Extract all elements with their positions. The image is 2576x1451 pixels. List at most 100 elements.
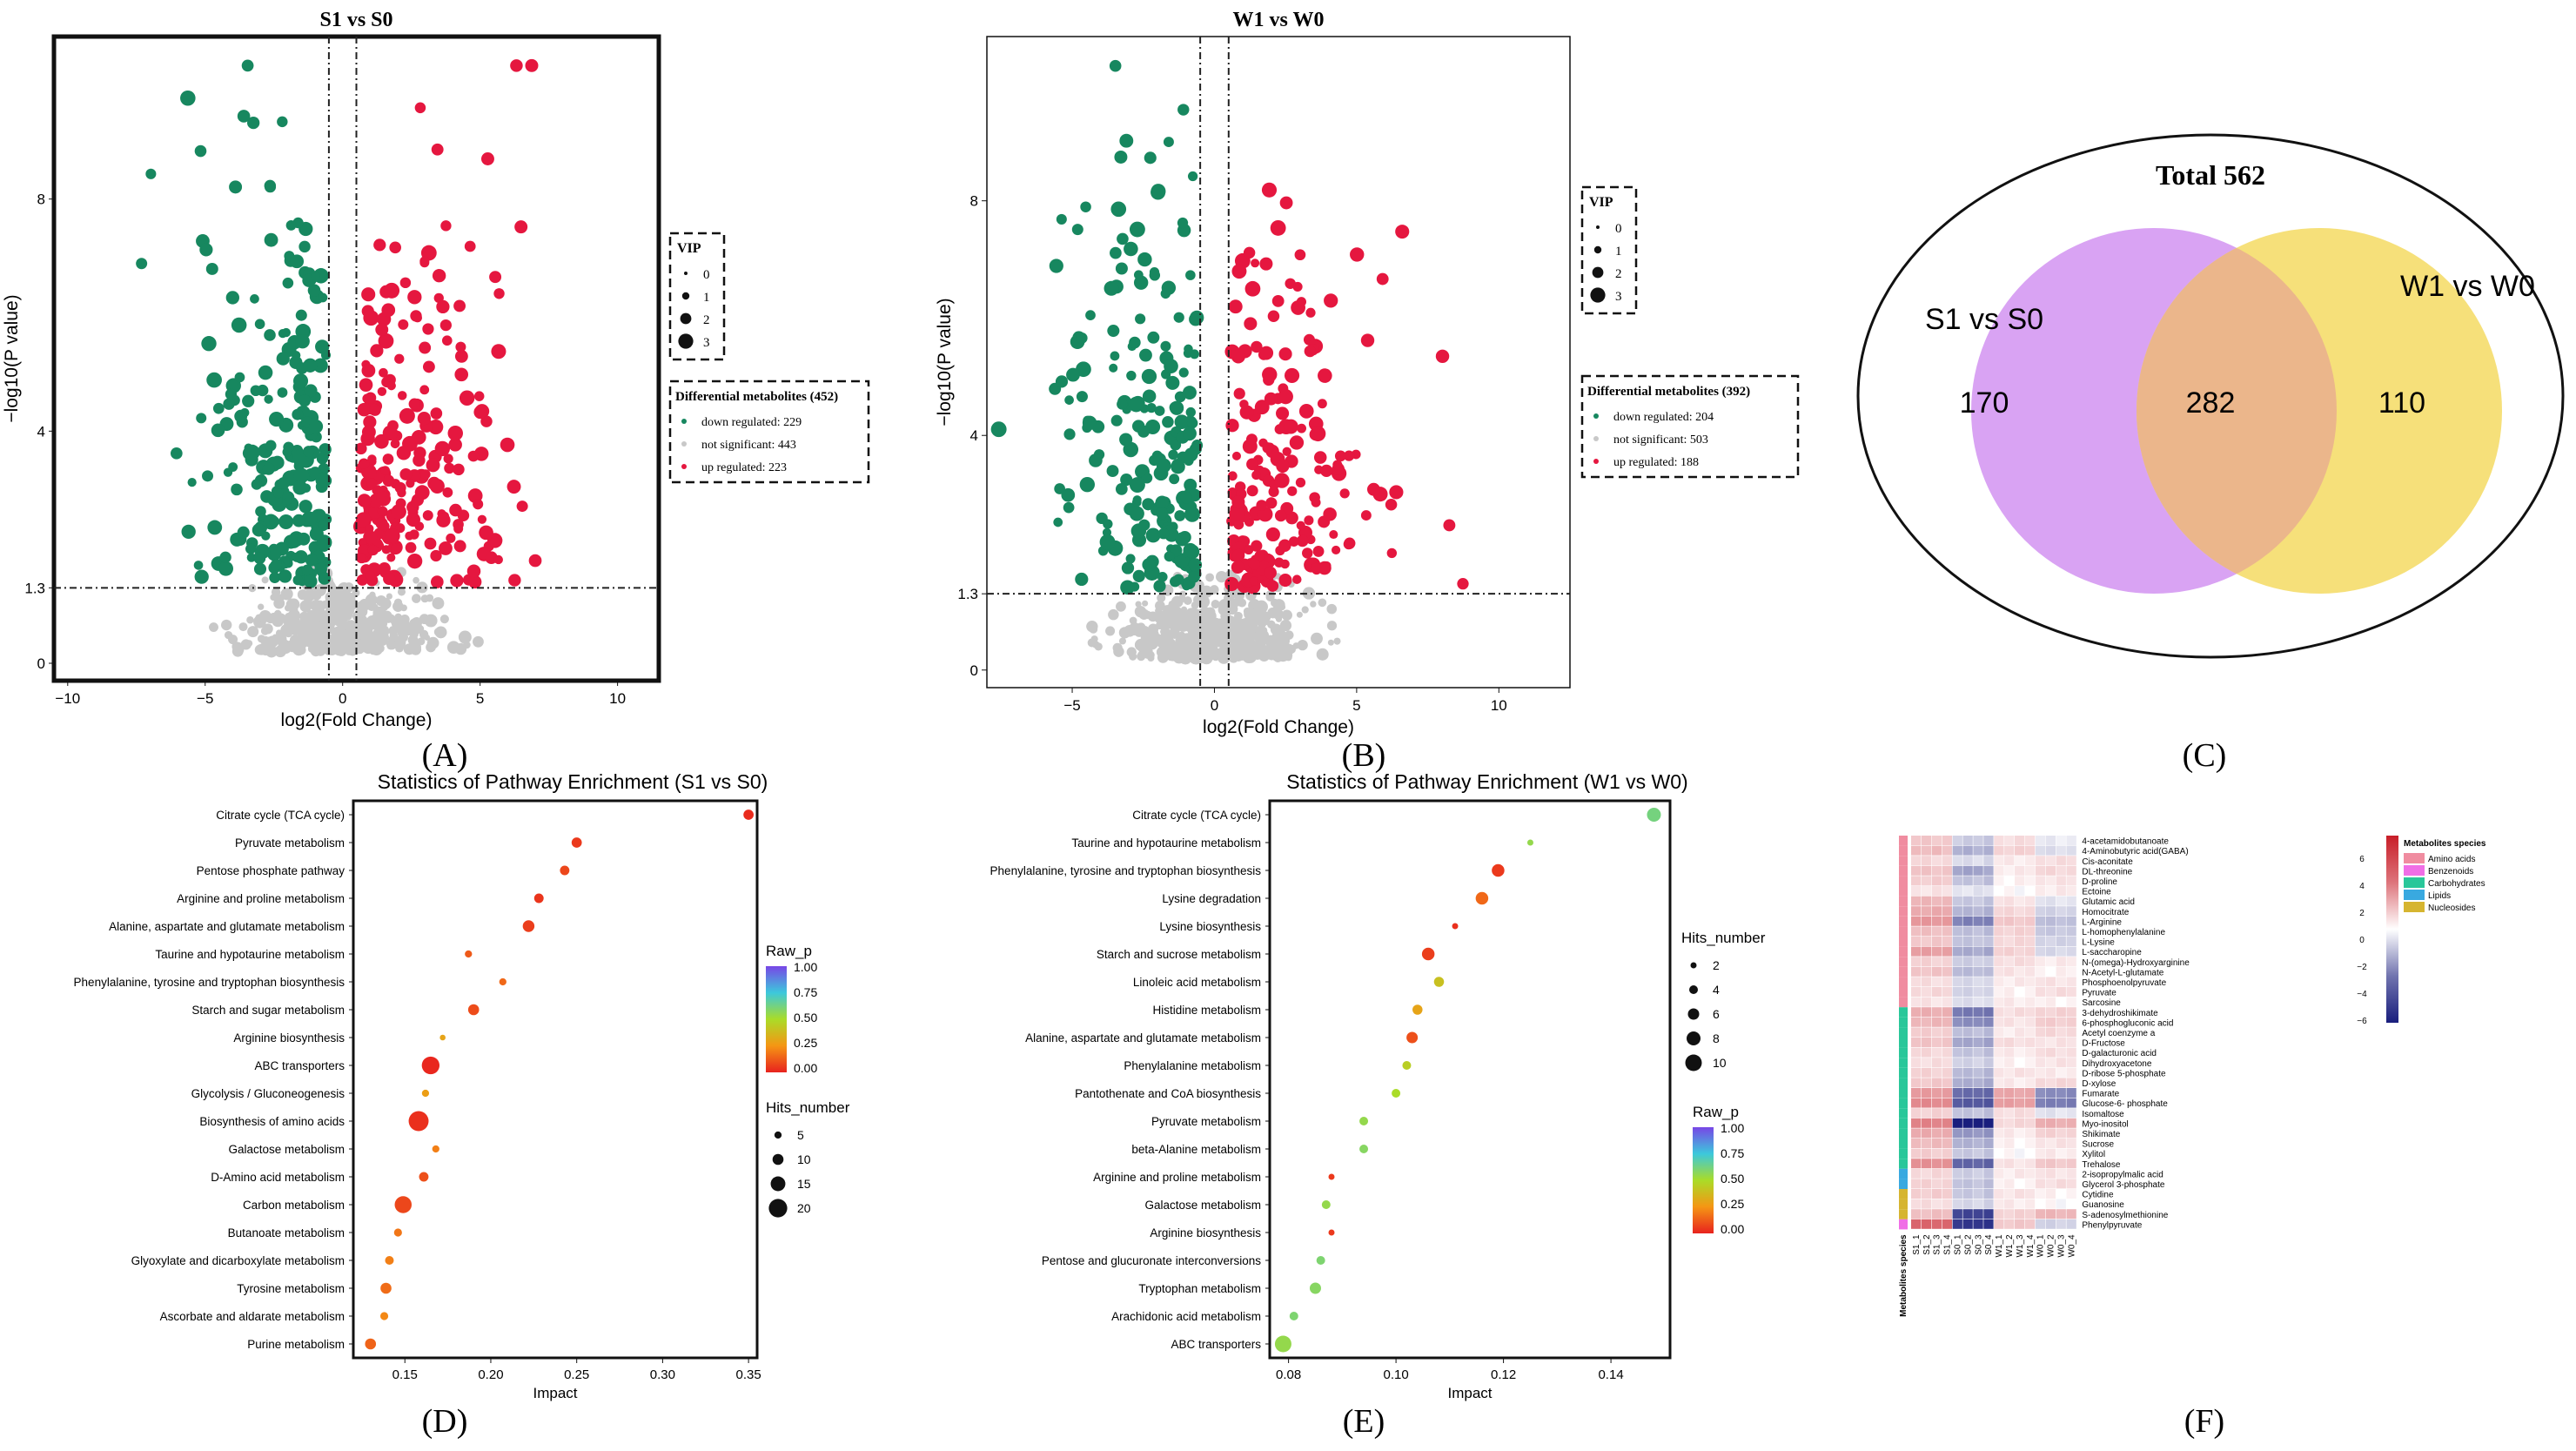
heatmap-cell <box>1994 1007 2004 1018</box>
column-label: W0_3 <box>2057 1234 2067 1258</box>
heatmap-cell <box>1962 1108 1973 1118</box>
point-down-regulated <box>1190 349 1199 359</box>
point-down-regulated <box>318 450 330 461</box>
point-up-regulated <box>1264 392 1278 406</box>
heatmap-cell <box>1952 1017 1962 1027</box>
vip-legend-dot <box>678 333 694 349</box>
heatmap-cell <box>2045 1038 2056 1047</box>
pathway-label: Arachidonic acid metabolism <box>1111 1310 1261 1323</box>
heatmap-cell <box>2035 845 2046 856</box>
column-label: S1_3 <box>1933 1234 1942 1255</box>
species-bar-cell <box>1899 1219 1908 1230</box>
point-up-regulated <box>1251 259 1260 268</box>
point-not-significant <box>1311 632 1323 645</box>
pathway-label: Taurine and hypotaurine metabolism <box>155 948 345 961</box>
heatmap-cell <box>1911 1209 1922 1219</box>
pathway-label: Tyrosine metabolism <box>237 1282 345 1295</box>
point-up-regulated <box>1350 247 1365 262</box>
hits-legend-dot <box>774 1131 782 1139</box>
point-not-significant <box>372 634 381 642</box>
point-up-regulated <box>1278 573 1292 588</box>
heatmap-cell <box>1911 865 1922 876</box>
point-down-regulated <box>1171 458 1184 472</box>
point-up-regulated <box>1254 400 1270 415</box>
heatmap-cell <box>2066 1078 2076 1088</box>
species-legend-swatch <box>2404 890 2425 900</box>
enrichment-title: Statistics of Pathway Enrichment (S1 vs … <box>378 770 768 793</box>
heatmap-cell <box>1942 1118 1952 1128</box>
heatmap-cell <box>2004 946 2015 957</box>
point-not-significant <box>1171 644 1181 655</box>
point-down-regulated <box>301 511 318 527</box>
species-legend-title: Metabolites species <box>2404 839 2486 849</box>
point-not-significant <box>336 646 347 656</box>
heatmap-cell <box>2024 896 2036 906</box>
point-down-regulated <box>145 168 157 179</box>
point-down-regulated <box>250 385 262 397</box>
heatmap-cell <box>2056 1067 2066 1078</box>
heatmap-cell <box>1983 937 1994 946</box>
heatmap-cell <box>1994 1139 2004 1148</box>
species-bar-cell <box>1899 1159 1908 1169</box>
heatmap-cell <box>1952 977 1962 987</box>
point-not-significant <box>1272 599 1285 612</box>
heatmap-cell <box>2066 966 2076 977</box>
heatmap-cell <box>2056 845 2066 856</box>
species-bar-cell <box>1899 1118 1908 1129</box>
heatmap-cell <box>1931 977 1942 987</box>
heatmap-cell <box>2066 876 2076 886</box>
vip-legend-dot <box>1592 266 1604 279</box>
point-down-regulated <box>194 144 207 158</box>
pathway-dot <box>1526 839 1533 846</box>
point-up-regulated <box>1295 477 1306 488</box>
point-down-regulated <box>270 559 283 571</box>
point-down-regulated <box>1126 370 1137 381</box>
species-legend-swatch <box>2404 902 2425 912</box>
heatmap-cell <box>1911 916 1922 926</box>
heatmap-cell <box>1983 966 1994 977</box>
pathway-dot <box>421 1056 440 1075</box>
heatmap-cell <box>1994 1058 2004 1068</box>
point-up-regulated <box>459 390 475 406</box>
point-down-regulated <box>1164 359 1178 374</box>
heatmap-cell <box>1942 1168 1952 1179</box>
heatmap-cell <box>1994 1067 2004 1078</box>
point-down-regulated <box>1129 477 1145 494</box>
point-down-regulated <box>136 258 148 270</box>
species-bar-cell <box>1899 1148 1908 1159</box>
point-not-significant <box>261 576 269 584</box>
heatmap-cell <box>1973 966 1983 977</box>
point-up-regulated <box>450 574 464 588</box>
point-down-regulated <box>1156 458 1171 474</box>
diff-legend-dot <box>1593 413 1599 419</box>
point-up-regulated <box>1329 529 1338 540</box>
point-up-regulated <box>413 453 426 467</box>
heatmap-cell <box>2035 1067 2046 1078</box>
heatmap-cell <box>1931 1007 1942 1018</box>
heatmap-cell <box>1973 1189 1983 1199</box>
point-down-regulated <box>180 90 196 106</box>
heatmap-cell <box>2045 1098 2056 1108</box>
point-down-regulated <box>231 483 243 496</box>
heatmap-cell <box>1911 1159 1922 1169</box>
diff-legend-label: down regulated: 204 <box>1613 411 1714 424</box>
point-up-regulated <box>1264 566 1277 580</box>
point-up-regulated <box>1249 576 1259 586</box>
heatmap-cell <box>1942 1189 1952 1199</box>
heatmap-cell <box>1911 926 1922 937</box>
heatmap-cell <box>1983 946 1994 957</box>
point-not-significant <box>1134 638 1147 651</box>
point-not-significant <box>299 621 311 634</box>
row-label: N-(omega)-Hydroxyarginine <box>2082 958 2190 968</box>
heatmap-cell <box>1952 836 1962 845</box>
species-bar-cell <box>1899 1139 1908 1149</box>
colorbar-tick-label: 0 <box>2359 936 2365 945</box>
point-up-regulated <box>1318 368 1332 383</box>
diff-legend-dot <box>681 419 687 424</box>
heatmap-cell <box>2056 876 2066 886</box>
point-not-significant <box>392 640 402 649</box>
heatmap-cell <box>2045 916 2056 926</box>
point-up-regulated <box>407 290 422 305</box>
diff-legend-dot <box>1593 436 1599 441</box>
point-down-regulated <box>1141 368 1157 385</box>
